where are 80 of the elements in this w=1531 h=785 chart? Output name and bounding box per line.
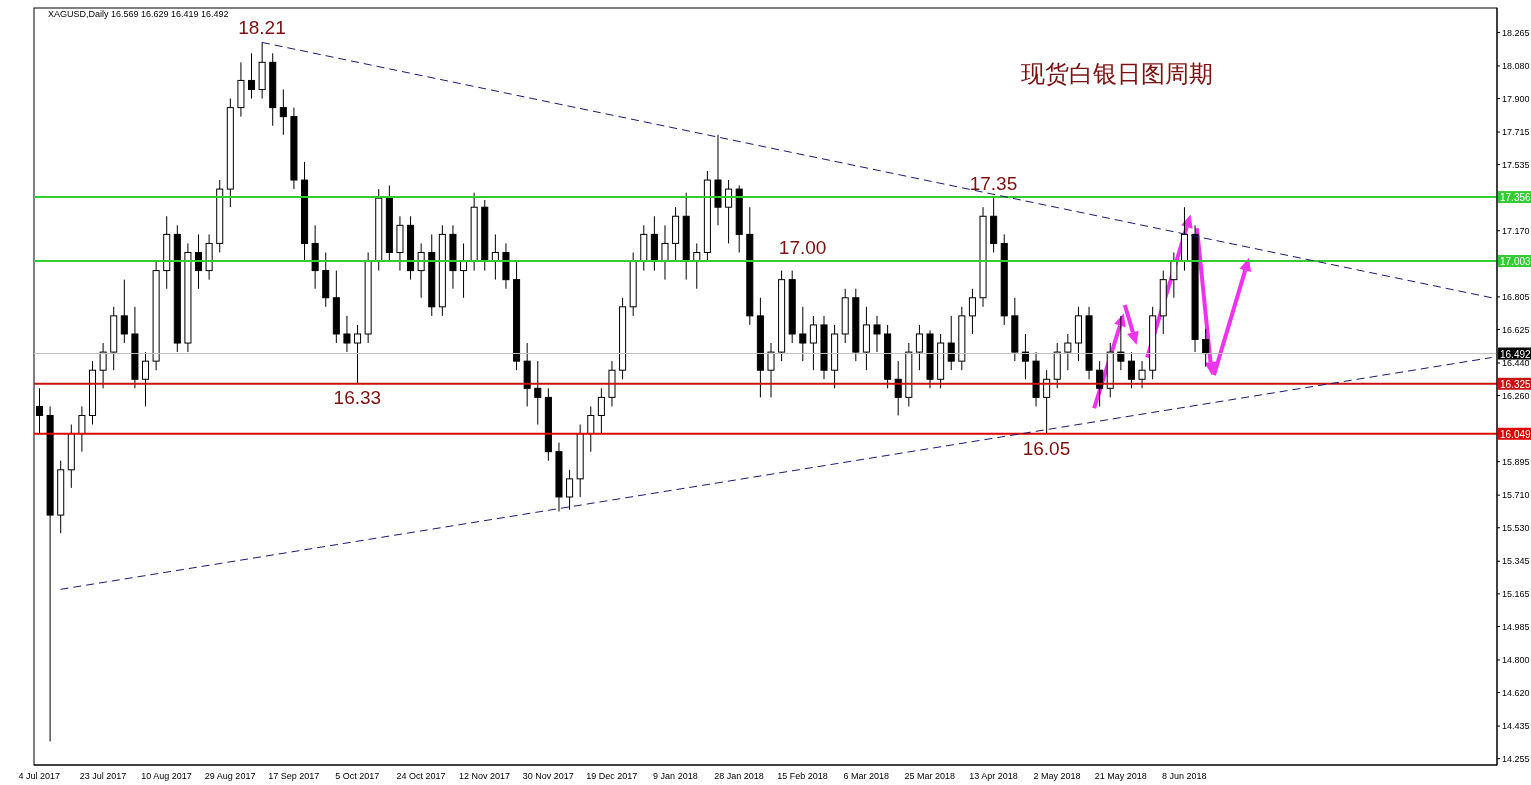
- x-tick-label: 12 Nov 2017: [459, 771, 511, 782]
- candlestick: [120, 279, 128, 344]
- candlestick: [809, 315, 817, 371]
- y-tick-label: 16.260: [1502, 390, 1530, 401]
- x-tick-label: 21 May 2018: [1094, 771, 1147, 782]
- candlestick: [460, 242, 468, 299]
- x-tick-label: 15 Feb 2018: [777, 771, 828, 782]
- y-tick-label: 18.080: [1502, 61, 1530, 72]
- x-tick-label: 13 Apr 2018: [969, 771, 1018, 782]
- annotation: 16.33: [333, 387, 382, 409]
- y-tick-label: 17.900: [1502, 93, 1530, 104]
- y-tick-label: 15.530: [1502, 522, 1530, 533]
- candlestick: [873, 315, 881, 353]
- candlestick: [725, 179, 733, 244]
- y-tick-label: 14.255: [1502, 753, 1530, 764]
- candlestick: [597, 387, 605, 435]
- y-tick-label: 16.440: [1502, 358, 1530, 369]
- x-tick-label: 6 Mar 2018: [843, 771, 889, 782]
- candlestick: [279, 89, 287, 136]
- x-tick-label: 4 Jul 2017: [18, 771, 61, 782]
- candlestick: [248, 52, 256, 100]
- x-tick-label: 2 May 2018: [1033, 771, 1081, 782]
- candlestick: [534, 360, 542, 426]
- x-tick-label: 10 Aug 2017: [141, 771, 192, 782]
- candlestick: [799, 306, 807, 362]
- candlestick: [767, 342, 775, 398]
- x-tick-label: 25 Mar 2018: [904, 771, 956, 782]
- candlestick: [354, 324, 362, 384]
- ref-line-label: 17.003: [1500, 256, 1531, 267]
- candlestick: [99, 342, 107, 389]
- y-tick-label: 14.985: [1502, 621, 1530, 632]
- y-tick-label: 16.625: [1502, 324, 1530, 335]
- y-tick-label: 17.715: [1502, 127, 1530, 138]
- candlestick: [947, 315, 955, 371]
- candlestick: [1202, 328, 1210, 368]
- x-tick-label: 9 Jan 2018: [653, 771, 698, 782]
- candlestick: [1170, 251, 1178, 299]
- x-tick-label: 5 Oct 2017: [335, 771, 380, 782]
- candlestick: [566, 469, 574, 511]
- ref-line-label: 16.325: [1500, 378, 1531, 390]
- x-tick-label: 8 Jun 2018: [1161, 771, 1207, 782]
- annotation: 17.35: [969, 173, 1018, 195]
- y-tick-label: 15.710: [1502, 490, 1530, 501]
- x-tick-label: 17 Sep 2017: [268, 771, 320, 782]
- y-tick-label: 15.895: [1502, 456, 1530, 467]
- candlestick: [1138, 360, 1146, 389]
- ref-line-label: 16.049: [1500, 428, 1531, 440]
- candlestick: [343, 315, 351, 353]
- candlestick: [968, 288, 976, 335]
- chart-subtitle: XAGUSD,Daily 16.569 16.629 16.419 16.492: [48, 9, 229, 19]
- x-tick-label: 28 Jan 2018: [714, 771, 764, 782]
- candlestick: [587, 405, 595, 453]
- candlestick: [1021, 333, 1029, 380]
- candlestick: [661, 224, 669, 281]
- x-tick-label: 19 Dec 2017: [586, 771, 638, 782]
- y-tick-label: 15.165: [1502, 589, 1530, 600]
- y-tick-label: 17.535: [1502, 159, 1530, 170]
- text: 现货白银日图周期: [1020, 60, 1213, 87]
- y-tick-label: 16.805: [1502, 292, 1530, 303]
- ref-line-label: 16.492: [1500, 348, 1531, 360]
- y-tick-label: 14.800: [1502, 655, 1530, 666]
- y-tick-label: 14.620: [1502, 687, 1530, 698]
- x-tick-label: 29 Aug 2017: [204, 771, 256, 782]
- x-tick-label: 24 Oct 2017: [396, 771, 446, 782]
- annotation: 16.05: [1022, 438, 1071, 460]
- candlestick: [915, 324, 923, 371]
- y-tick-label: 18.265: [1502, 27, 1530, 38]
- y-tick-label: 15.345: [1502, 556, 1530, 567]
- ref-line-label: 17.356: [1500, 192, 1531, 204]
- y-tick-label: 14.435: [1502, 721, 1530, 732]
- candlestick: [141, 351, 150, 407]
- candlestick: [417, 242, 425, 299]
- x-tick-label: 30 Nov 2017: [522, 771, 574, 782]
- annotation: 17.00: [778, 236, 827, 258]
- x-tick-label: 23 Jul 2017: [79, 771, 127, 782]
- y-tick-label: 17.170: [1502, 225, 1530, 236]
- candlestick: [1127, 351, 1135, 389]
- candlestick: [78, 405, 86, 453]
- candlestick: [1064, 333, 1072, 371]
- annotation: 18.21: [238, 17, 286, 39]
